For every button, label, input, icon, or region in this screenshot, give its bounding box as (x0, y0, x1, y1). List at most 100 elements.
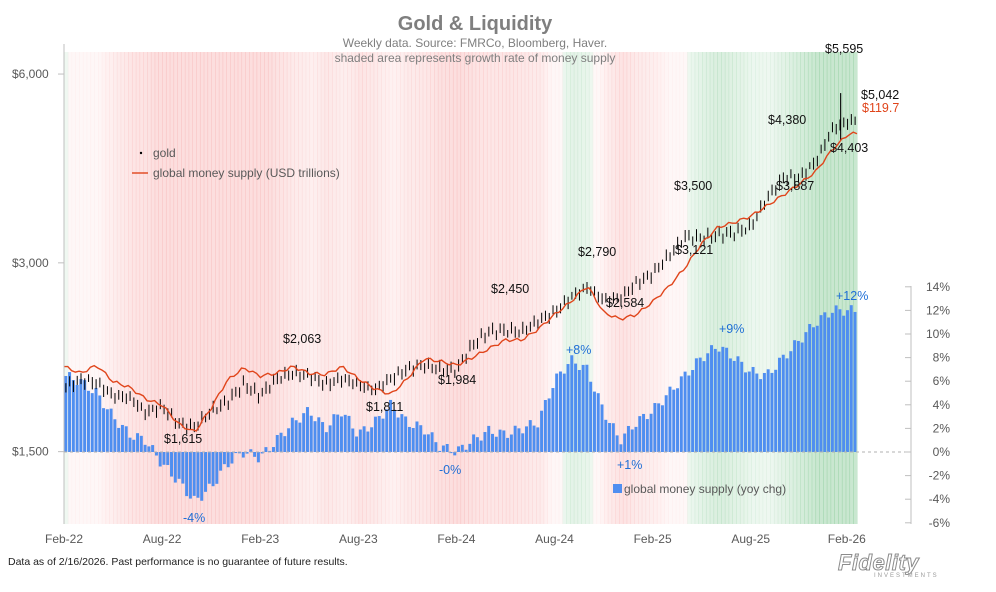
yoy-bar (687, 375, 691, 452)
x-tick-label: Aug-24 (535, 532, 574, 546)
shade-band (762, 52, 767, 524)
left-tick-label: $3,000 (12, 256, 49, 270)
yoy-bar (185, 452, 189, 497)
x-tick-label: Aug-25 (731, 532, 770, 546)
shade-band (823, 52, 828, 524)
ann-yoy-plus8: +8% (566, 343, 591, 357)
yoy-bar (815, 325, 819, 452)
yoy-bar (498, 429, 502, 452)
yoy-bar (642, 413, 646, 452)
shade-band (86, 52, 92, 524)
right-tick-label: 6% (933, 374, 951, 388)
ann-gold-4380: $4,380 (768, 113, 806, 127)
yoy-bar (196, 452, 200, 498)
shade-band (79, 52, 84, 524)
yoy-bar (608, 422, 612, 452)
yoy-bar (842, 315, 846, 452)
shade-band (479, 52, 484, 524)
yoy-bar (491, 433, 494, 452)
ann-yoy-plus9: +9% (719, 322, 744, 336)
shade-band (766, 52, 771, 524)
shade-band (600, 52, 605, 524)
shade-band (494, 52, 499, 524)
yoy-bar (581, 364, 585, 452)
ann-gold-1811: $1,811 (366, 400, 403, 414)
yoy-bar (305, 407, 309, 452)
shade-band (275, 52, 280, 524)
shade-band (849, 52, 854, 524)
yoy-bar (732, 360, 736, 452)
shade-band (770, 52, 775, 524)
yoy-bar (676, 388, 680, 452)
shade-band (165, 52, 171, 524)
yoy-bar (645, 419, 649, 452)
shade-band (728, 52, 733, 524)
shade-band (815, 52, 820, 524)
yoy-bar (762, 372, 766, 452)
yoy-bar (132, 439, 136, 452)
yoy-bar (487, 425, 491, 452)
shade-band (403, 52, 409, 524)
shade-band (116, 52, 122, 524)
shade-band (267, 52, 273, 524)
ann-gold-2450: $2,450 (491, 282, 529, 296)
shade-band (384, 52, 390, 524)
yoy-bar (373, 416, 377, 452)
shade-band (128, 52, 133, 524)
shade-band (758, 52, 764, 524)
yoy-bar (430, 432, 434, 452)
yoy-bar (366, 431, 370, 452)
ann-gold-2063: $2,063 (283, 332, 321, 346)
shade-band (94, 52, 99, 524)
yoy-bar (785, 358, 789, 452)
shade-band (400, 52, 405, 524)
yoy-bar (664, 395, 668, 452)
yoy-bar (755, 373, 759, 452)
yoy-bar (170, 452, 174, 477)
right-tick-label: 2% (933, 421, 951, 435)
yoy-bar (321, 422, 325, 452)
shade-band (245, 52, 250, 524)
chart-subtitle-1: Weekly data. Source: FMRCo, Bloomberg, H… (343, 36, 608, 50)
yoy-bar (781, 354, 785, 452)
yoy-bar (177, 452, 181, 479)
shade-band (173, 52, 178, 524)
shade-band (486, 52, 492, 524)
yoy-bar (204, 452, 207, 492)
shade-band (75, 52, 80, 524)
yoy-bar (827, 317, 831, 452)
yoy-bar (396, 417, 400, 452)
shade-band (286, 52, 292, 524)
yoy-bar (513, 425, 517, 452)
yoy-bar (94, 388, 98, 452)
shade-band (800, 52, 805, 524)
chart-title: Gold & Liquidity (398, 13, 553, 35)
shade-band (109, 52, 114, 524)
yoy-bar (717, 351, 721, 452)
yoy-bar (143, 444, 147, 452)
shade-band (468, 52, 473, 524)
yoy-bar (343, 414, 347, 452)
shade-band (434, 52, 439, 524)
yoy-bar (370, 427, 374, 452)
yoy-bar (147, 446, 151, 452)
shade-band (619, 52, 624, 524)
shade-band (222, 52, 227, 524)
x-tick-label: Aug-23 (339, 532, 378, 546)
yoy-bar (766, 369, 770, 452)
yoy-bar (475, 437, 479, 452)
yoy-bar (649, 413, 653, 452)
x-tick-label: Feb-22 (45, 532, 83, 546)
yoy-bar (71, 380, 75, 452)
shade-band (407, 52, 413, 524)
yoy-bar (694, 358, 698, 452)
shade-band (260, 52, 265, 524)
yoy-bar (592, 391, 596, 452)
shade-band (271, 52, 277, 524)
shade-band (279, 52, 284, 524)
shade-band (82, 52, 88, 524)
yoy-bar (120, 424, 124, 452)
shade-band (755, 52, 760, 524)
shade-band (566, 52, 571, 524)
yoy-bar (596, 393, 600, 452)
